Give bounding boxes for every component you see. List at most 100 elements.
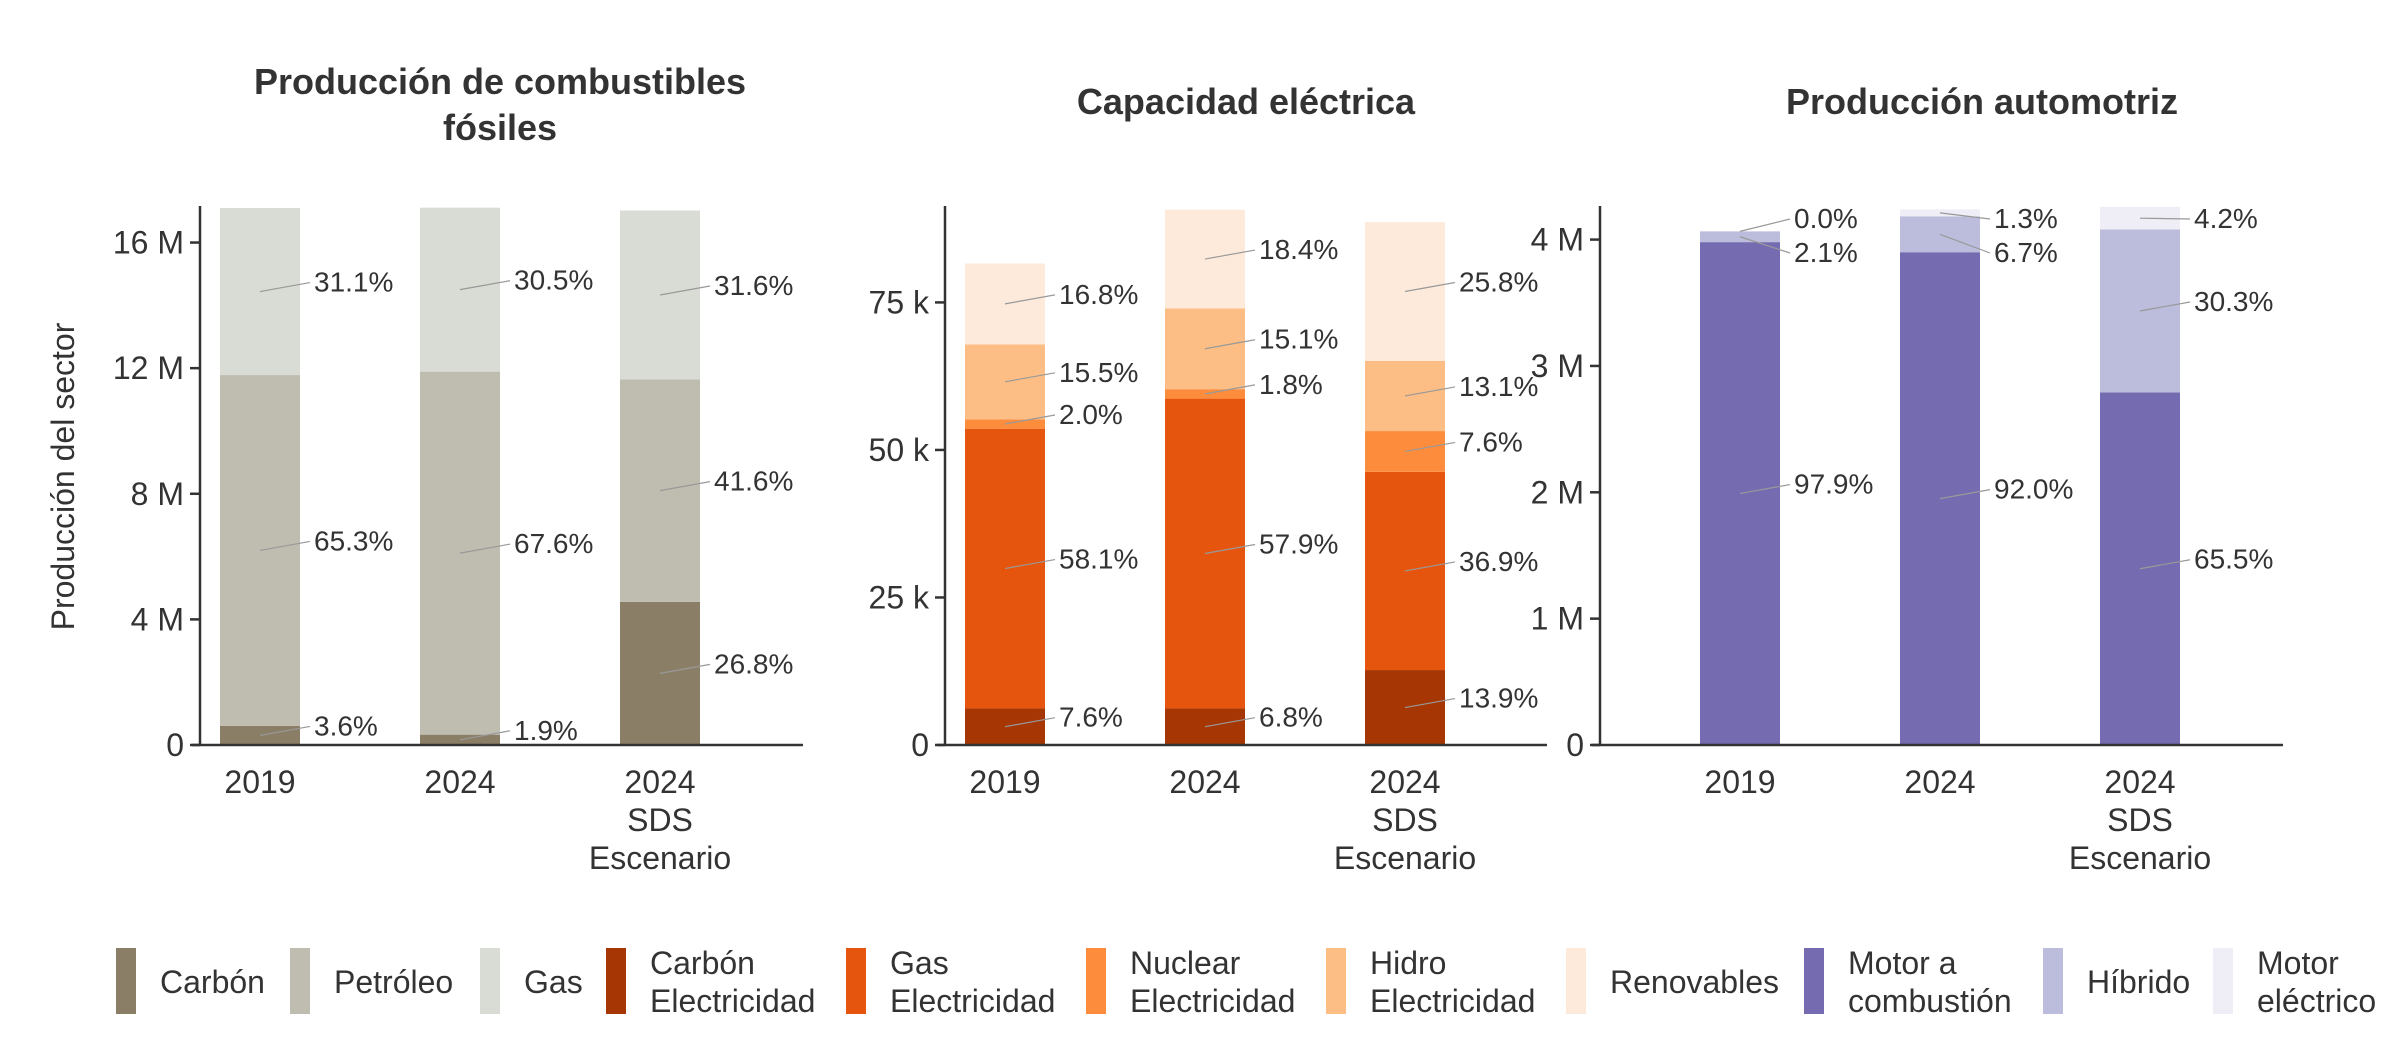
- y-tick-label: 3 M: [1531, 348, 1584, 384]
- data-label-renovables-1: 18.4%: [1259, 234, 1338, 265]
- chart-title: Capacidad eléctrica: [1077, 81, 1416, 122]
- y-tick-label: 0: [1566, 727, 1584, 763]
- data-label-motor-a-combustion-0: 97.9%: [1794, 469, 1873, 500]
- leader-line: [1204, 543, 1256, 555]
- y-tick-label: 2 M: [1531, 474, 1584, 510]
- leader-line: [2139, 217, 2191, 220]
- data-label-gas-2: 31.6%: [714, 270, 793, 301]
- leader-line: [1404, 281, 1456, 293]
- chart-panel-produccion-de-combustibles-fosiles: Producción de combustibles fósiles Producc…: [45, 61, 803, 876]
- data-label-motor-electrico-2: 4.2%: [2194, 203, 2258, 234]
- data-label-gas-1: 30.5%: [514, 265, 593, 296]
- data-label-carbon-2: 26.8%: [714, 648, 793, 679]
- y-tick-label: 8 M: [131, 476, 184, 512]
- legend-item-petroleo: Petróleo: [290, 948, 453, 1014]
- leader-line: [1004, 717, 1056, 728]
- legend-label: Gas: [524, 964, 583, 1000]
- data-label-renovables-0: 16.8%: [1059, 279, 1138, 310]
- legend-item-hidro-electricidad: Hidro Electricidad: [1326, 945, 1535, 1019]
- y-tick-label: 1 M: [1531, 601, 1584, 637]
- legend-label: Carbón: [160, 964, 265, 1000]
- leader-line: [659, 285, 711, 296]
- data-label-petroleo-1: 67.6%: [514, 528, 593, 559]
- legend-item-hibrido: Híbrido: [2043, 948, 2190, 1014]
- data-label-hibrido-0: 2.1%: [1794, 237, 1858, 268]
- leader-line: [459, 730, 511, 741]
- x-tick-label: 2019: [224, 764, 295, 800]
- legend: Carbón Petróleo Gas Carbón Electricidad Gas El…: [116, 945, 2376, 1019]
- x-tick-label: 2024: [1904, 764, 1975, 800]
- y-tick-label: 25 k: [869, 579, 930, 615]
- y-tick-label: 4 M: [131, 601, 184, 637]
- leader-line: [1204, 717, 1256, 728]
- legend-label: Motor eléctrico: [2257, 945, 2376, 1019]
- data-label-carbon-electricidad-2: 13.9%: [1459, 683, 1538, 714]
- data-label-hibrido-1: 6.7%: [1994, 237, 2058, 268]
- legend-swatch: [1804, 948, 1824, 1014]
- y-tick-label: 50 k: [869, 432, 930, 468]
- legend-item-gas: Gas: [480, 948, 583, 1014]
- bar-segment-hibrido-1: [1900, 216, 1980, 253]
- leader-line: [1739, 218, 1791, 232]
- data-label-hibrido-2: 30.3%: [2194, 286, 2273, 317]
- legend-label: Híbrido: [2087, 964, 2190, 1000]
- legend-item-gas-electricidad: Gas Electricidad: [846, 945, 1055, 1019]
- leader-line: [1004, 294, 1056, 305]
- legend-swatch: [290, 948, 310, 1014]
- leader-line: [1939, 489, 1991, 500]
- legend-swatch: [846, 948, 866, 1014]
- data-label-carbon-0: 3.6%: [314, 710, 378, 741]
- leader-line: [1204, 249, 1256, 260]
- leader-line: [659, 481, 711, 492]
- x-tick-label: 2024 SDS Escenario: [2069, 764, 2211, 876]
- leader-line: [1004, 558, 1056, 570]
- leader-line: [459, 543, 511, 554]
- legend-label: Nuclear Electricidad: [1130, 945, 1295, 1019]
- leader-line: [1404, 697, 1456, 709]
- legend-label: Motor a combustión: [1848, 945, 2012, 1019]
- leader-line: [2139, 559, 2191, 570]
- data-label-carbon-electricidad-1: 6.8%: [1259, 702, 1323, 733]
- chart-panel-capacidad-electrica: Capacidad eléctrica 7.6% 58.1% 2.0% 15.5% 16.…: [869, 81, 1547, 876]
- data-label-carbon-electricidad-0: 7.6%: [1059, 702, 1123, 733]
- legend-item-motor-electrico: Motor eléctrico: [2213, 945, 2376, 1019]
- leader-line: [1739, 236, 1791, 254]
- data-label-nuclear-electricidad-1: 1.8%: [1259, 369, 1323, 400]
- leader-line: [1004, 414, 1056, 425]
- data-label-hidro-electricidad-1: 15.1%: [1259, 324, 1338, 355]
- legend-swatch: [1326, 948, 1346, 1014]
- x-tick-label: 2024 SDS Escenario: [589, 764, 731, 876]
- data-label-renovables-2: 25.8%: [1459, 267, 1538, 298]
- legend-label: Carbón Electricidad: [650, 945, 815, 1019]
- data-label-nuclear-electricidad-0: 2.0%: [1059, 399, 1123, 430]
- data-label-petroleo-2: 41.6%: [714, 466, 793, 497]
- legend-label: Petróleo: [334, 964, 453, 1000]
- leader-line: [1204, 384, 1256, 395]
- y-tick-label: 16 M: [113, 225, 184, 261]
- y-tick-label: 12 M: [113, 350, 184, 386]
- data-label-carbon-1: 1.9%: [514, 715, 578, 746]
- leader-line: [459, 280, 511, 291]
- leader-line: [1939, 212, 1991, 220]
- chart-panel-produccion-automotriz: Producción automotriz 97.9% 2.1%0.0% 92.0% 6…: [1531, 81, 2283, 876]
- y-tick-label: 0: [166, 727, 184, 763]
- bar-segment-renovables-0: [965, 263, 1045, 345]
- legend-item-motor-a-combustion: Motor a combustión: [1804, 945, 2012, 1019]
- leader-line: [259, 725, 311, 737]
- data-label-motor-electrico-1: 1.3%: [1994, 203, 2058, 234]
- leader-line: [1004, 372, 1056, 383]
- data-label-petroleo-0: 65.3%: [314, 525, 393, 556]
- leader-line: [1739, 483, 1791, 495]
- legend-swatch: [2213, 948, 2233, 1014]
- x-tick-label: 2024: [1169, 764, 1240, 800]
- x-tick-label: 2024 SDS Escenario: [1334, 764, 1476, 876]
- y-tick-label: 4 M: [1531, 222, 1584, 258]
- legend-item-nuclear-electricidad: Nuclear Electricidad: [1086, 945, 1295, 1019]
- legend-swatch: [606, 948, 626, 1014]
- leader-line: [1204, 339, 1256, 350]
- chart-title: Producción de combustibles: [254, 61, 746, 102]
- data-label-gas-electricidad-1: 57.9%: [1259, 529, 1338, 560]
- data-label-gas-electricidad-0: 58.1%: [1059, 544, 1138, 575]
- x-tick-label: 2019: [1704, 764, 1775, 800]
